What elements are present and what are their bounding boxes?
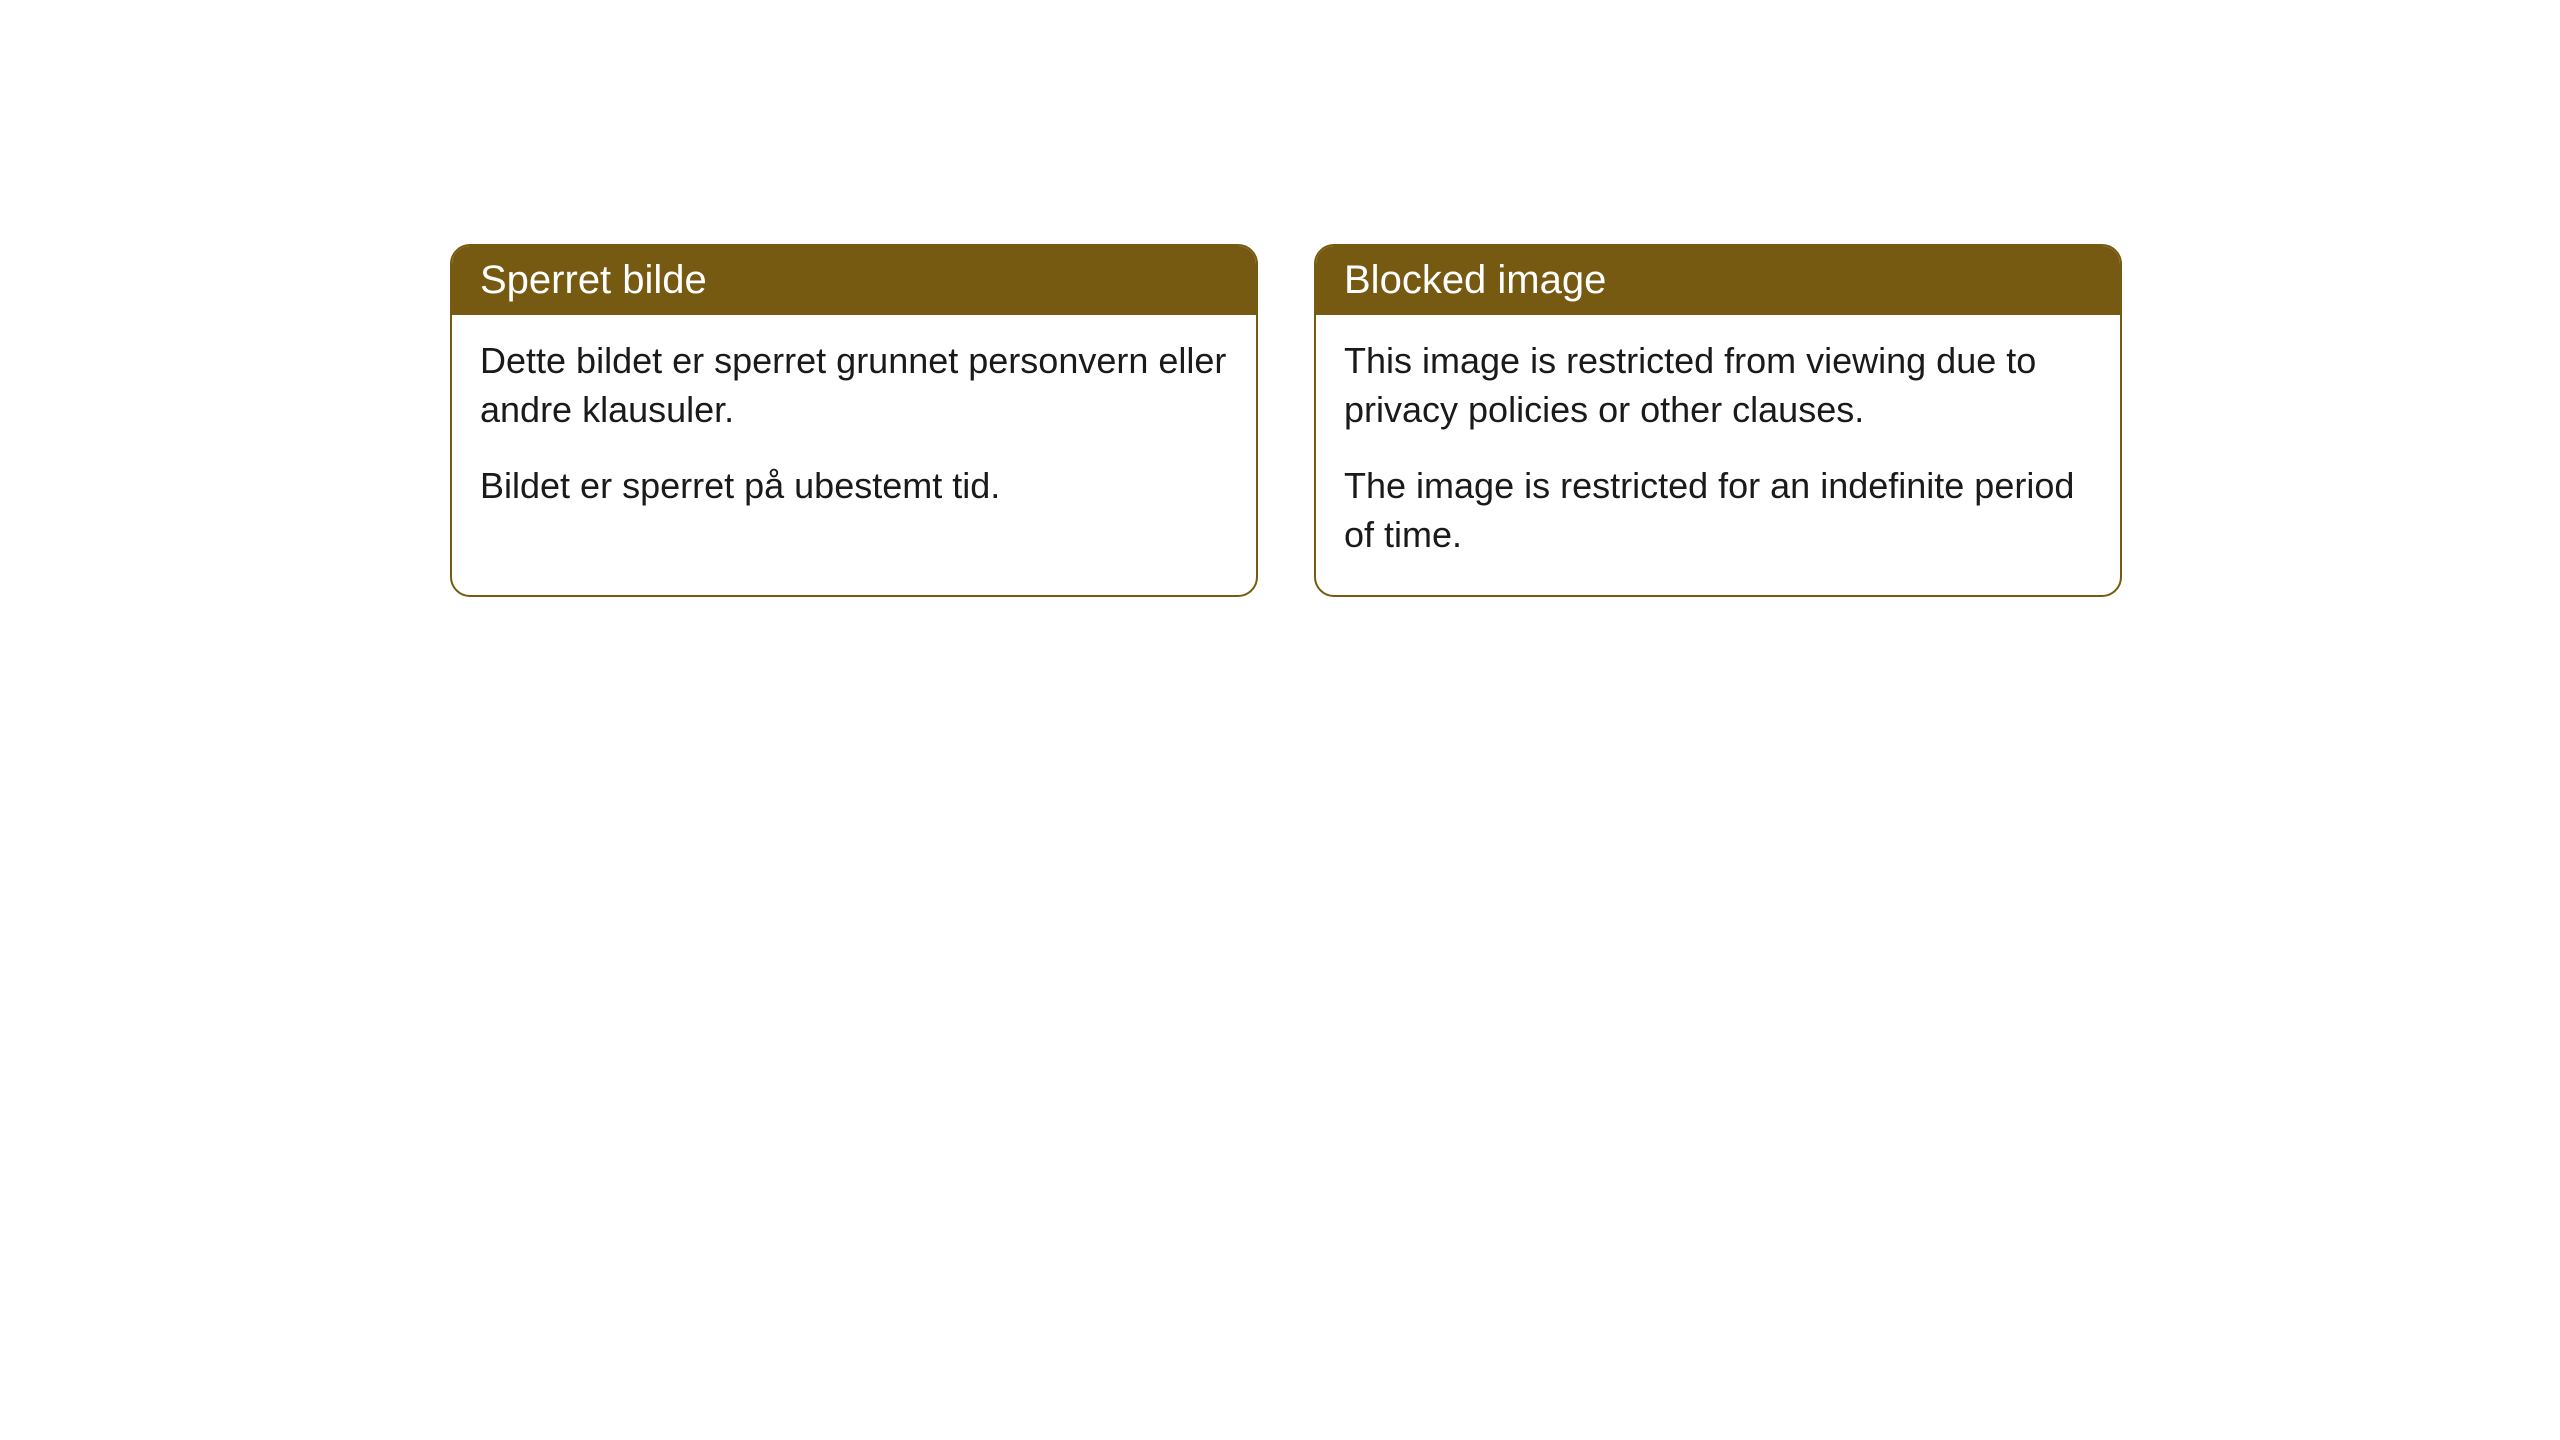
card-paragraph: Bildet er sperret på ubestemt tid. xyxy=(480,462,1228,511)
notice-cards-container: Sperret bilde Dette bildet er sperret gr… xyxy=(450,244,2122,597)
card-body-norwegian: Dette bildet er sperret grunnet personve… xyxy=(452,315,1256,547)
blocked-image-card-english: Blocked image This image is restricted f… xyxy=(1314,244,2122,597)
blocked-image-card-norwegian: Sperret bilde Dette bildet er sperret gr… xyxy=(450,244,1258,597)
card-title-english: Blocked image xyxy=(1344,258,1606,302)
card-paragraph: This image is restricted from viewing du… xyxy=(1344,337,2092,434)
card-body-english: This image is restricted from viewing du… xyxy=(1316,315,2120,595)
card-title-norwegian: Sperret bilde xyxy=(480,258,707,302)
card-paragraph: Dette bildet er sperret grunnet personve… xyxy=(480,337,1228,434)
card-header-norwegian: Sperret bilde xyxy=(452,246,1256,315)
card-paragraph: The image is restricted for an indefinit… xyxy=(1344,462,2092,559)
card-header-english: Blocked image xyxy=(1316,246,2120,315)
